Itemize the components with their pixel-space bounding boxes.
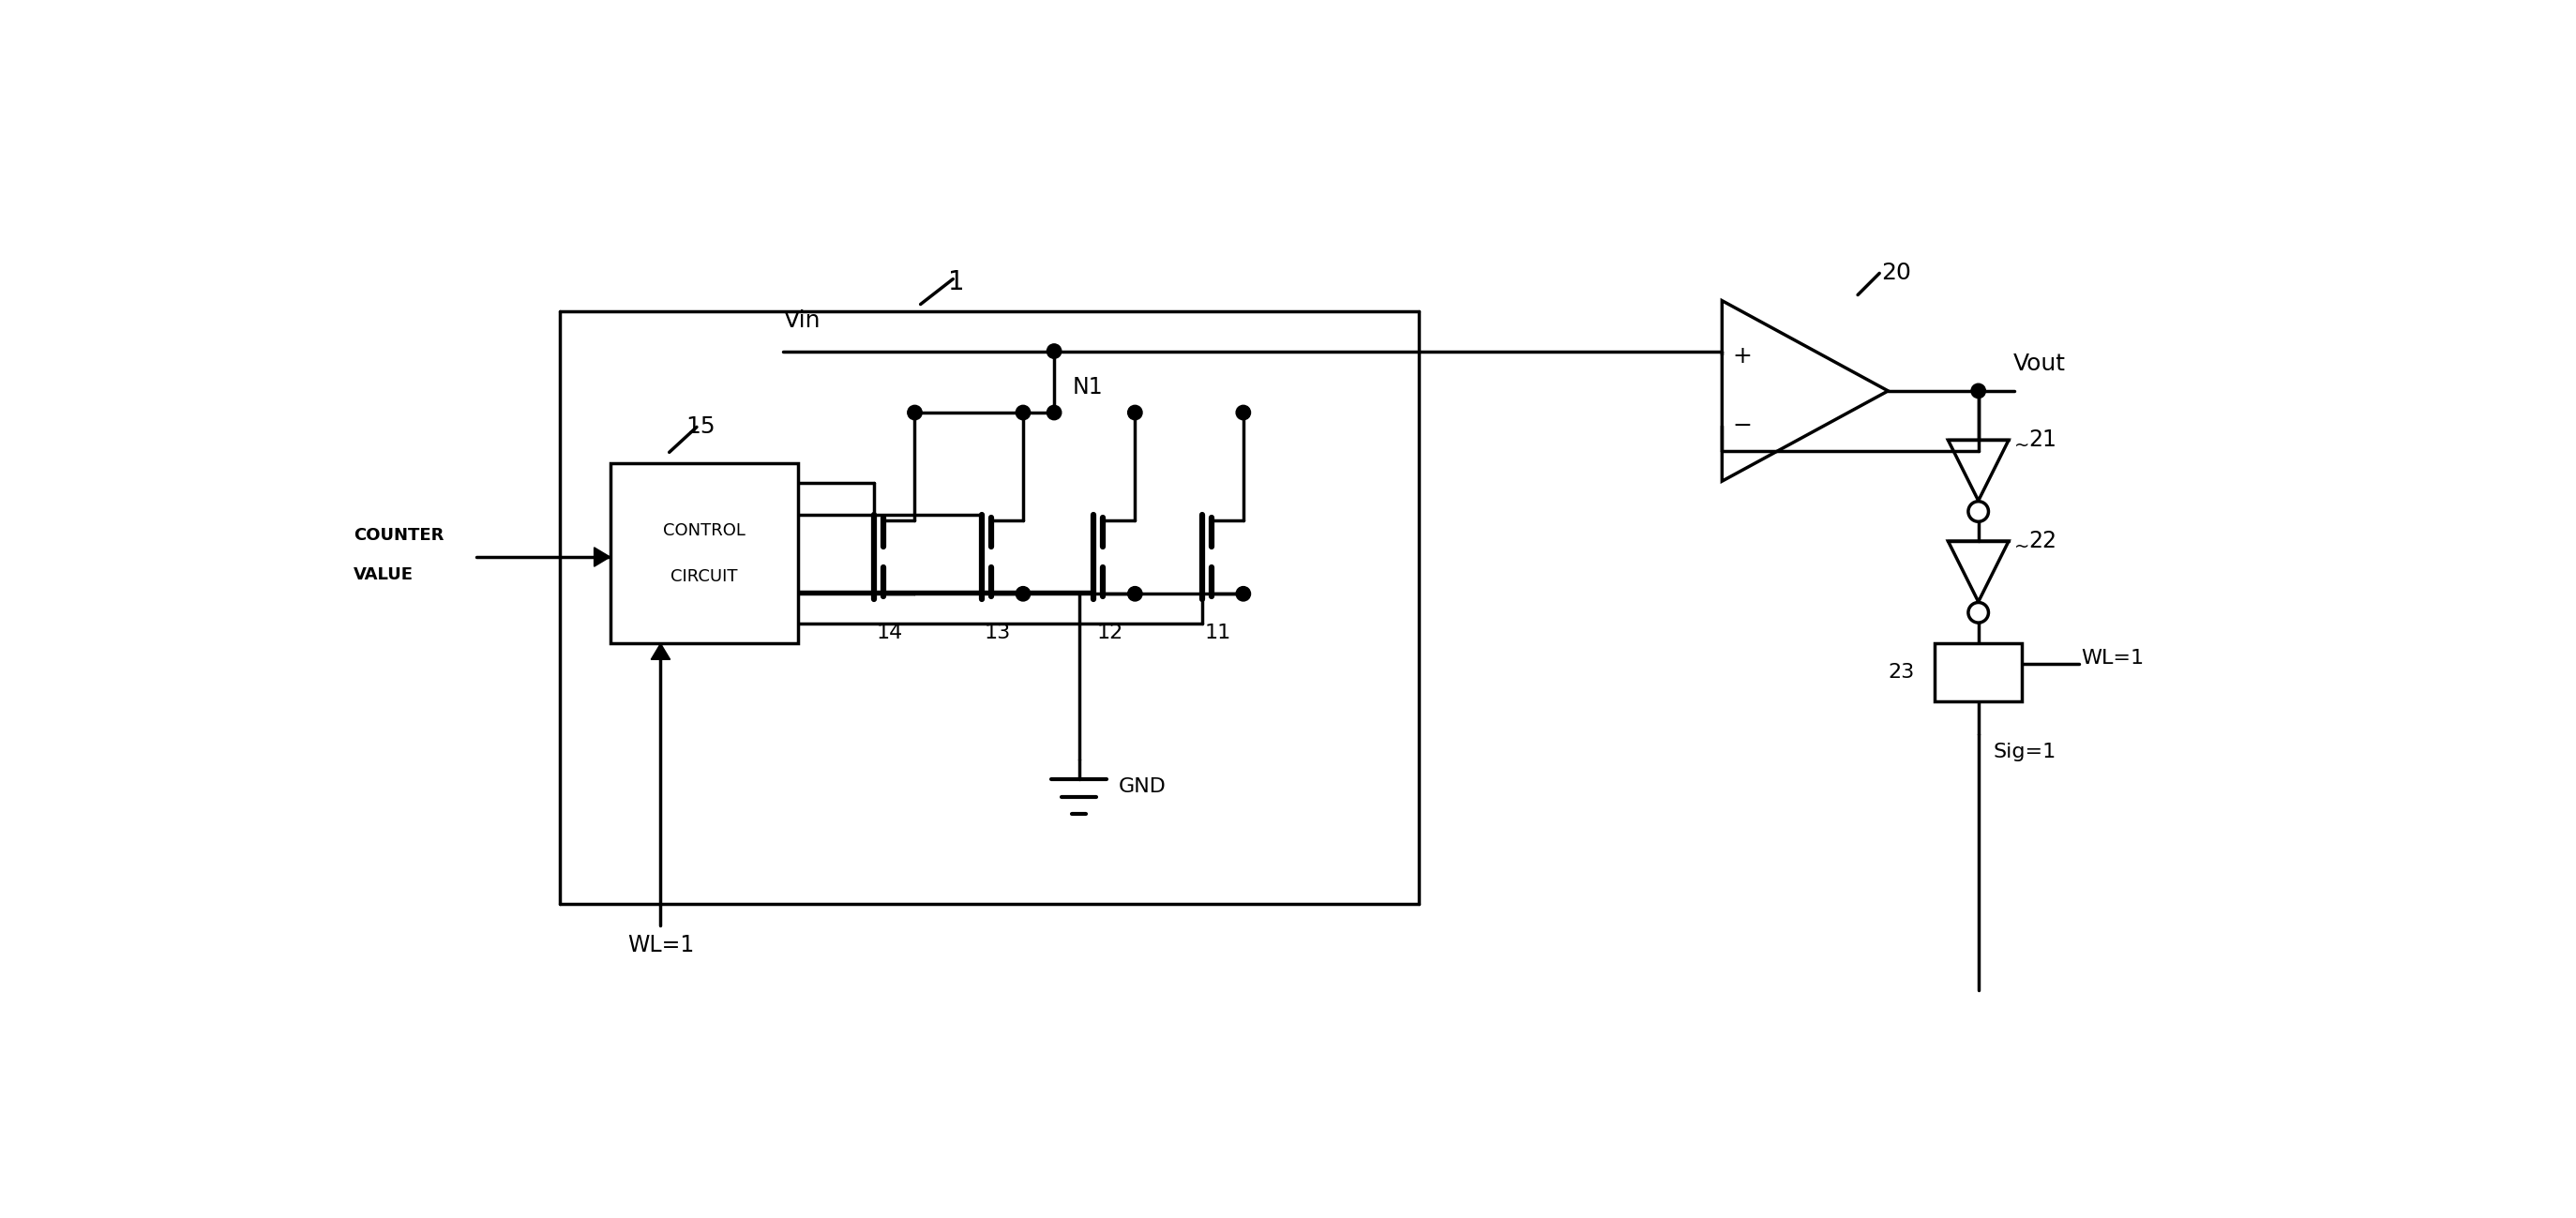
- Text: WL=1: WL=1: [626, 934, 693, 956]
- Text: 15: 15: [685, 415, 716, 438]
- Text: 1: 1: [948, 269, 966, 296]
- Circle shape: [907, 406, 922, 420]
- Text: COUNTER: COUNTER: [353, 527, 443, 543]
- Text: Sig=1: Sig=1: [1994, 743, 2056, 761]
- Polygon shape: [595, 547, 611, 566]
- Text: Vout: Vout: [2012, 352, 2066, 375]
- Text: WL=1: WL=1: [2081, 649, 2143, 667]
- Text: −: −: [1734, 414, 1752, 437]
- Text: 20: 20: [1880, 262, 1911, 285]
- Circle shape: [1046, 406, 1061, 420]
- Circle shape: [1968, 603, 1989, 622]
- Bar: [1935, 643, 2022, 702]
- Text: 12: 12: [1097, 624, 1123, 642]
- Text: Vin: Vin: [783, 309, 819, 333]
- Circle shape: [1128, 587, 1141, 600]
- Text: 11: 11: [1206, 624, 1231, 642]
- Circle shape: [1046, 343, 1061, 358]
- Text: GND: GND: [1118, 777, 1167, 795]
- Circle shape: [1236, 587, 1249, 600]
- Text: ~: ~: [2014, 538, 2030, 555]
- Text: 23: 23: [1888, 663, 1914, 682]
- Text: VALUE: VALUE: [353, 566, 415, 583]
- Circle shape: [1968, 502, 1989, 521]
- Text: +: +: [1734, 345, 1752, 368]
- Text: 14: 14: [876, 624, 902, 642]
- Text: CIRCUIT: CIRCUIT: [670, 568, 737, 585]
- Polygon shape: [652, 643, 670, 659]
- Text: N1: N1: [1072, 376, 1103, 398]
- Circle shape: [1015, 406, 1030, 420]
- Text: 13: 13: [984, 624, 1010, 642]
- Circle shape: [1015, 587, 1030, 600]
- Bar: [611, 463, 799, 643]
- Circle shape: [1236, 406, 1249, 420]
- Text: 21: 21: [2030, 429, 2056, 451]
- Circle shape: [1971, 384, 1986, 398]
- Circle shape: [1128, 406, 1141, 420]
- Text: 22: 22: [2030, 530, 2058, 552]
- Text: CONTROL: CONTROL: [662, 521, 744, 538]
- Text: ~: ~: [2014, 437, 2030, 454]
